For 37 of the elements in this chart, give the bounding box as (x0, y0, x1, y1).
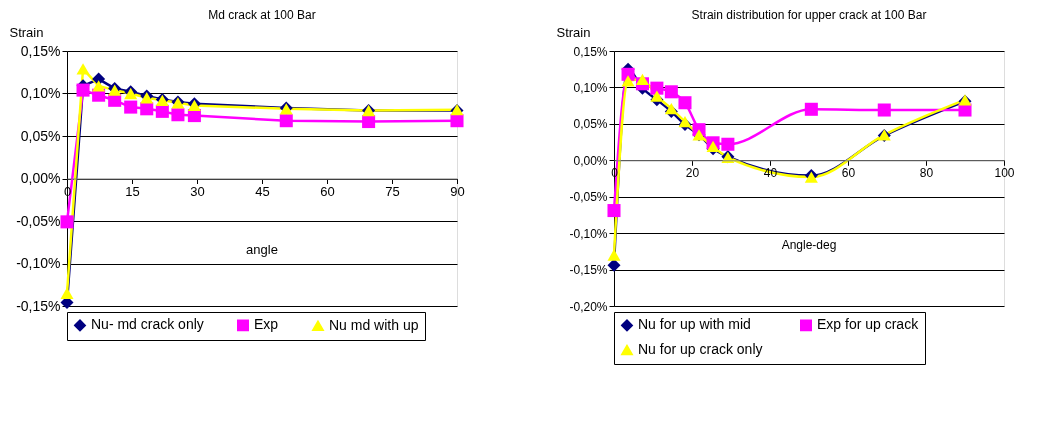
y-tick-label: -0,15% (16, 297, 61, 314)
y-tick-label: -0,15% (569, 263, 608, 278)
y-tick-label: 0,05% (573, 117, 608, 132)
y-tick-label: 0,10% (573, 80, 608, 95)
y-tick-label: -0,10% (569, 226, 608, 241)
y-tick-label: 0,00% (20, 170, 61, 186)
y-tick-label: 0,10% (20, 85, 61, 101)
y-tick-label: 0,15% (20, 42, 61, 59)
x-axis-title: Angle-deg (781, 237, 837, 252)
x-tick-label: 90 (450, 184, 465, 199)
legend-label: Nu- md crack only (91, 316, 204, 333)
x-axis-title: angle (246, 241, 278, 257)
y-tick-label: -0,10% (16, 255, 61, 271)
x-tick-label: 20 (685, 165, 700, 180)
x-tick-label: 30 (190, 184, 205, 199)
x-tick-label: 45 (255, 184, 270, 199)
x-tick-label: 100 (994, 165, 1015, 180)
legend-label: Nu md with up (329, 316, 419, 333)
legend-label: Nu for up with mid (638, 316, 751, 333)
y-tick-label: 0,15% (573, 44, 608, 59)
x-tick-label: 15 (125, 184, 140, 199)
chart-title: Strain distribution for upper crack at 100 Bar (691, 8, 927, 22)
y-axis-title: Strain (556, 24, 591, 40)
x-tick-label: 75 (385, 184, 400, 199)
y-tick-label: -0,20% (569, 299, 608, 314)
y-tick-label: -0,05% (569, 190, 608, 205)
legend-label: Exp for up crack (817, 316, 920, 333)
y-tick-label: -0,05% (16, 212, 61, 229)
x-tick-label: 80 (919, 165, 934, 180)
chart-title: Md crack at 100 Bar (208, 8, 316, 22)
y-tick-label: 0,05% (20, 127, 61, 144)
y-axis-title: Strain (9, 24, 44, 40)
legend-label: Exp (254, 316, 279, 333)
y-tick-label: 0,00% (573, 153, 608, 168)
legend-label: Nu for up crack only (638, 341, 763, 357)
x-tick-label: 60 (320, 184, 335, 199)
x-tick-label: 60 (841, 165, 856, 180)
